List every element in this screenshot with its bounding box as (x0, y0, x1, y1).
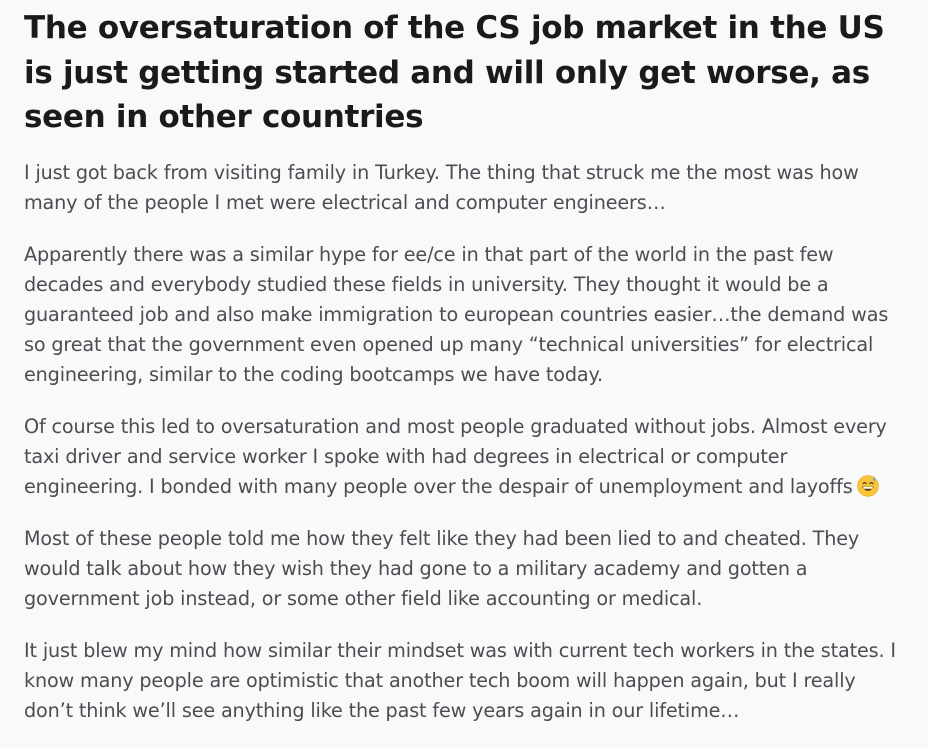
post-paragraph: It just blew my mind how similar their m… (24, 638, 896, 722)
post-paragraph: Of course this led to oversaturation and… (24, 412, 904, 502)
post-title: The oversaturation of the CS job market … (24, 10, 885, 135)
post-body: I just got back from visiting family in … (24, 158, 904, 726)
post-paragraph: Apparently there was a similar hype for … (24, 242, 889, 386)
post-paragraph: Most of these people told me how they fe… (24, 526, 860, 610)
post-paragraph: I just got back from visiting family in … (24, 160, 859, 214)
grinning-face-with-sweat-icon (856, 474, 879, 497)
post-paragraph-text: Of course this led to oversaturation and… (24, 414, 887, 498)
